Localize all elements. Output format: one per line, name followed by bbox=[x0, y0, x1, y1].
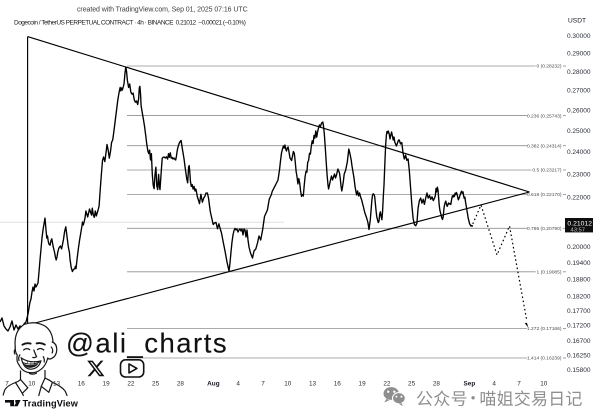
svg-text:TradingView: TradingView bbox=[23, 398, 79, 408]
svg-text:10: 10 bbox=[540, 381, 548, 388]
svg-text:0.618 (0.22170): 0.618 (0.22170) bbox=[527, 192, 562, 198]
svg-text:0.27000: 0.27000 bbox=[567, 88, 591, 95]
svg-text:13: 13 bbox=[309, 381, 317, 388]
svg-text:0.236 (0.25743): 0.236 (0.25743) bbox=[527, 113, 562, 119]
svg-text:4: 4 bbox=[236, 381, 240, 388]
svg-text:0.21012: 0.21012 bbox=[567, 220, 592, 227]
svg-text:7: 7 bbox=[5, 381, 9, 388]
svg-text:0.30000: 0.30000 bbox=[567, 33, 591, 40]
svg-text:0.786 (0.20790): 0.786 (0.20790) bbox=[527, 226, 562, 232]
svg-text:0.18200: 0.18200 bbox=[567, 293, 591, 300]
svg-text:0.16700: 0.16700 bbox=[567, 338, 591, 345]
svg-text:created with TradingView.com,: created with TradingView.com, Sep 01, 20… bbox=[77, 7, 248, 14]
svg-text:0.29000: 0.29000 bbox=[567, 51, 591, 58]
svg-text:0.19400: 0.19400 bbox=[567, 260, 591, 267]
svg-text:0.24000: 0.24000 bbox=[567, 149, 591, 156]
svg-text:Aug: Aug bbox=[207, 381, 220, 388]
svg-text:43:57: 43:57 bbox=[570, 228, 585, 234]
svg-text:28: 28 bbox=[433, 381, 441, 388]
svg-text:0.23000: 0.23000 bbox=[567, 171, 591, 178]
svg-text:0.15800: 0.15800 bbox=[567, 367, 591, 374]
svg-text:10: 10 bbox=[28, 381, 36, 388]
svg-text:22: 22 bbox=[383, 381, 391, 388]
svg-text:0.22000: 0.22000 bbox=[567, 194, 591, 201]
svg-text:7: 7 bbox=[517, 381, 521, 388]
svg-text:0.16250: 0.16250 bbox=[567, 352, 591, 359]
svg-text:13: 13 bbox=[53, 381, 61, 388]
svg-text:0.18800: 0.18800 bbox=[567, 276, 591, 283]
svg-text:19: 19 bbox=[359, 381, 367, 388]
svg-text:0.25000: 0.25000 bbox=[567, 128, 591, 135]
svg-text:0.17700: 0.17700 bbox=[567, 308, 591, 315]
svg-text:28: 28 bbox=[177, 381, 185, 388]
svg-text:0.382 (0.24314): 0.382 (0.24314) bbox=[527, 143, 562, 149]
svg-text:4: 4 bbox=[492, 381, 496, 388]
svg-text:10: 10 bbox=[284, 381, 292, 388]
svg-text:16: 16 bbox=[78, 381, 86, 388]
svg-text:Sep: Sep bbox=[464, 381, 476, 388]
svg-text:USDT: USDT bbox=[568, 17, 586, 24]
svg-text:1 (0.19085): 1 (0.19085) bbox=[536, 270, 561, 276]
svg-text:0.5 (0.23217): 0.5 (0.23217) bbox=[532, 168, 561, 174]
svg-text:16: 16 bbox=[334, 381, 342, 388]
svg-text:0.28000: 0.28000 bbox=[567, 69, 591, 76]
svg-text:19: 19 bbox=[103, 381, 111, 388]
svg-text:7: 7 bbox=[261, 381, 265, 388]
svg-text:1.272 (0.17166): 1.272 (0.17166) bbox=[527, 326, 562, 332]
svg-text:Dogecoin / TetherUS PERPETUAL: Dogecoin / TetherUS PERPETUAL CONTRACT ·… bbox=[14, 20, 246, 27]
svg-text:25: 25 bbox=[152, 381, 160, 388]
svg-text:@ali_charts: @ali_charts bbox=[66, 328, 228, 359]
svg-text:0.17200: 0.17200 bbox=[567, 323, 591, 330]
svg-text:0 (0.28232): 0 (0.28232) bbox=[536, 64, 561, 70]
svg-text:0.20000: 0.20000 bbox=[567, 244, 591, 251]
svg-text:0.26000: 0.26000 bbox=[567, 107, 591, 114]
svg-text:1.414 (0.16239): 1.414 (0.16239) bbox=[527, 356, 562, 362]
svg-text:22: 22 bbox=[127, 381, 135, 388]
svg-text:25: 25 bbox=[408, 381, 416, 388]
